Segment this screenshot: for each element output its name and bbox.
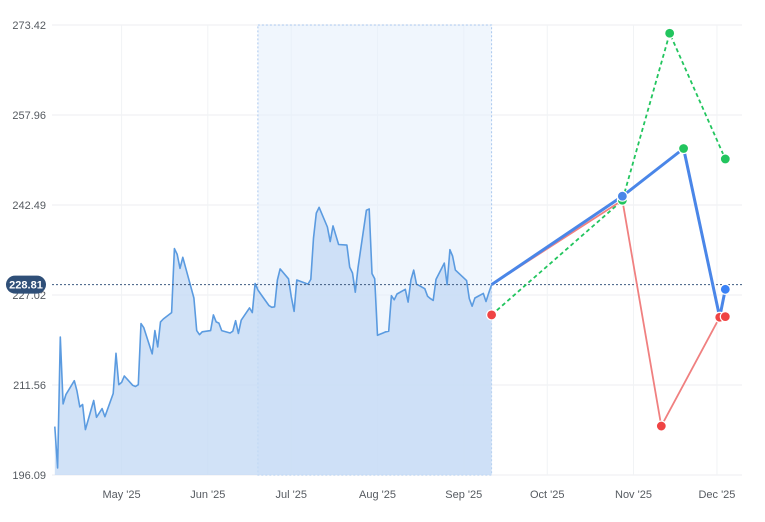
forecast-marker [616,190,628,202]
x-tick-label: May '25 [102,489,140,501]
x-tick-label: Aug '25 [359,489,396,501]
current-price-badge-bg [6,275,46,294]
x-tick-label: Oct '25 [530,489,565,501]
forecast-marker [677,142,690,155]
y-tick-label: 257.96 [12,110,46,122]
price-line [54,206,493,469]
current-price-label: 228.81 [9,280,43,292]
current-price-badge: 228.81 [6,275,46,294]
y-tick-label: 242.49 [12,200,46,212]
y-tick-label: 273.42 [12,20,46,32]
forecast-marker [719,311,731,323]
forecast-line [491,32,727,316]
y-tick-label: 196.09 [12,470,46,482]
forecast-marker [719,153,731,165]
forecast-marker [655,420,667,432]
forecast-marker [719,283,731,295]
x-tick-label: Dec '25 [698,489,735,501]
forecast-marker [485,309,498,321]
x-tick-label: Sep '25 [445,489,482,501]
forecast-marker [664,27,676,39]
forecast-line [490,147,727,319]
y-tick-label: 211.56 [13,380,46,392]
price-area [54,207,492,476]
x-tick-label: Jul '25 [276,489,307,501]
forecast-line [491,199,726,427]
x-tick-label: Nov '25 [615,489,652,501]
x-tick-label: Jun '25 [190,489,225,501]
